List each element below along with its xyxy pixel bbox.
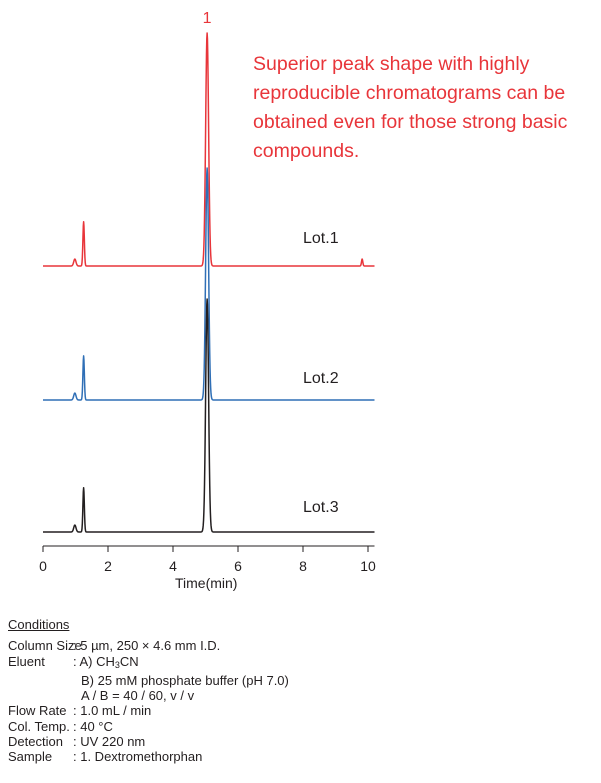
- conditions-panel: Conditions Column Size : 5 µm, 250 × 4.6…: [8, 617, 289, 765]
- condition-value: : A) CH3CN: [73, 654, 139, 673]
- condition-value: : 5 µm, 250 × 4.6 mm I.D.: [73, 638, 221, 654]
- condition-value: : 1. Dextromethorphan: [73, 749, 203, 765]
- x-axis-ticks: 0 2 4 6 8 10: [39, 546, 376, 574]
- eluent-a-prefix: : A) CH: [73, 653, 115, 669]
- peak-label: 1: [203, 10, 212, 27]
- condition-label: Sample: [8, 749, 53, 765]
- condition-detection: Detection : UV 220 nm: [8, 734, 289, 749]
- condition-eluent: Eluent : A) CH3CN: [8, 654, 289, 673]
- annotation-line: obtained even for those strong basic: [253, 111, 568, 133]
- condition-value: : UV 220 nm: [73, 734, 146, 750]
- chromatogram-chart: 0 2 4 6 8 10 1: [39, 10, 376, 574]
- annotation-line: compounds.: [253, 140, 360, 162]
- x-axis-title: Time(min): [175, 575, 238, 591]
- condition-sample: Sample : 1. Dextromethorphan: [8, 749, 289, 764]
- condition-flow-rate: Flow Rate : 1.0 mL / min: [8, 703, 289, 718]
- condition-eluent-b: B) 25 mM phosphate buffer (pH 7.0): [81, 672, 289, 688]
- x-tick-label: 4: [169, 558, 177, 574]
- condition-value: : 40 °C: [73, 718, 113, 734]
- condition-value: : 1.0 mL / min: [73, 703, 152, 719]
- annotation-line: Superior peak shape with highly: [253, 53, 530, 75]
- condition-eluent-ratio: A / B = 40 / 60, v / v: [81, 688, 195, 704]
- series-label-lot1: Lot.1: [303, 230, 339, 247]
- series-label-lot2: Lot.2: [303, 370, 339, 387]
- x-tick-label: 8: [299, 558, 307, 574]
- annotation-line: reproducible chromatograms can be: [253, 82, 566, 104]
- condition-column-size: Column Size : 5 µm, 250 × 4.6 mm I.D.: [8, 638, 289, 653]
- x-tick-label: 2: [104, 558, 112, 574]
- condition-col-temp: Col. Temp. : 40 °C: [8, 719, 289, 734]
- series-line: [42, 167, 375, 401]
- condition-label: Col. Temp.: [8, 718, 70, 734]
- condition-label: Flow Rate: [8, 703, 67, 719]
- condition-label: Detection: [8, 734, 63, 750]
- chromatogram-traces: [42, 32, 375, 533]
- x-tick-label: 0: [39, 558, 47, 574]
- series-line: [42, 298, 375, 533]
- series-line: [42, 32, 375, 267]
- x-tick-label: 10: [360, 558, 376, 574]
- conditions-heading: Conditions: [8, 617, 70, 632]
- x-tick-label: 6: [234, 558, 242, 574]
- eluent-a-suffix: CN: [119, 653, 139, 669]
- annotation-text: Superior peak shape with highly reproduc…: [253, 50, 598, 166]
- eluent-a-subscript: 3: [114, 659, 120, 670]
- condition-label: Column Size: [8, 638, 82, 654]
- condition-label: Eluent: [8, 653, 45, 669]
- series-label-lot3: Lot.3: [303, 499, 339, 516]
